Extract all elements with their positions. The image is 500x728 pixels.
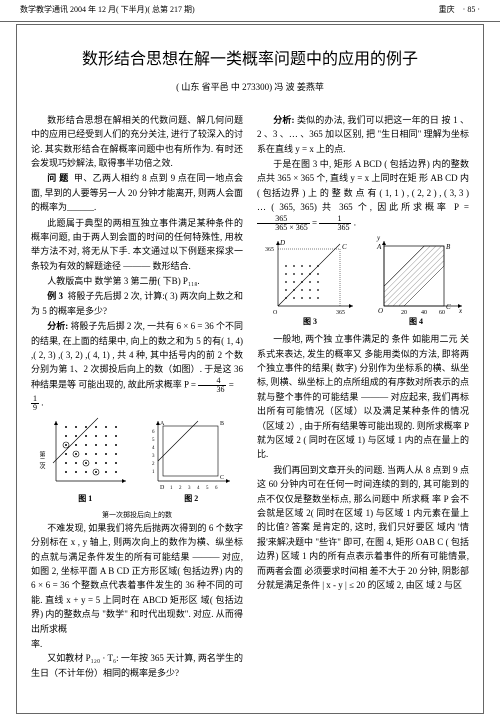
fig1-xlabel: 第一次掷投后向上的数 [31,510,243,521]
para-analysis1: 分析: 将骰子先后掷 2 次, 一共有 6 × 6 = 36 个不同的结果, 在… [31,319,243,394]
fraction-1-365: 1 365 [319,215,351,232]
svg-text:x: x [458,307,463,314]
svg-text:A: A [160,421,165,427]
svg-text:6: 6 [152,430,155,435]
fraction-365: 365 365 × 365 [257,215,310,232]
article-title: 数形结合思想在解一类概率问题中的应用的例子 [31,47,469,73]
svg-text:D: D [160,485,165,491]
figure-1: 第二次 图 1 [38,416,133,506]
fig3-svg: 365 365 C D O [263,236,358,314]
svg-text:O: O [273,310,278,314]
fig3-label: 图 3 [263,316,358,329]
para-c2-5: 一般地, 两个独 立事件满足的 条件 如能用二元 关系式来表达, 发生的概率又 … [257,332,469,462]
example-label: 例 3 [47,291,63,301]
svg-text:B: B [446,243,451,251]
svg-text:1: 1 [170,486,173,491]
svg-text:1: 1 [152,470,155,475]
content-frame: 数形结合思想在解一类概率问题中的应用的例子 ( 山东 省平邑 中 273300)… [16,24,484,714]
svg-text:第二次: 第二次 [38,450,45,470]
svg-text:C: C [342,243,347,251]
svg-text:20: 20 [401,310,407,314]
svg-text:3: 3 [188,486,191,491]
figure-3: 365 365 C D O 图 3 [263,236,358,329]
problem-label: 问 题 [47,173,68,183]
svg-text:6: 6 [215,486,218,491]
figure-2: A B C D 1 1 2 2 3 3 4 4 5 5 6 6 图 2 [146,416,236,506]
figures-1-2: 第二次 图 1 A B C [31,416,243,506]
svg-text:4: 4 [197,486,200,491]
para-c2-3: 分析: 类似的办法, 我们可以把这一年的日 按 1 、2 、3 、… 、365 … [257,113,469,156]
page-header: 数学教学通讯 2004 年 12 月( 下半月)( 总第 217 期) 重庆 ·… [0,0,500,22]
svg-text:5: 5 [206,486,209,491]
svg-text:C: C [446,303,451,311]
fig2-label: 图 2 [146,493,236,506]
svg-text:B: B [220,421,224,427]
header-right: 重庆 · 85 · [439,4,480,17]
para-4: 人教版高中 数学第 3 第二册( 下B) P₁₁₈. [31,274,243,288]
figure-4: O A B C x y 20 40 60 图 4 [369,236,464,329]
header-left: 数学教学通讯 2004 年 12 月( 下半月)( 总第 217 期) [20,4,195,17]
svg-text:3: 3 [152,454,155,459]
fig4-svg: O A B C x y 20 40 60 [369,236,464,314]
para-result-frac: 1 9 . [31,395,243,412]
svg-text:O: O [378,307,383,314]
para-c2-2: 又如教材 P₁₂₀ · T₆: 一年按 365 天计算, 两名学生的生日（不计年… [31,651,243,680]
fig1-label: 图 1 [38,493,133,506]
para-c2-1: 率. [31,637,243,651]
article-authors: ( 山东 省平邑 中 273300) 冯 波 姜燕苹 [31,80,469,94]
svg-text:365: 365 [336,310,345,314]
svg-text:365: 365 [265,247,274,253]
analysis-label-2: 分析: [273,115,294,125]
fraction-4-36: 4 36 [198,377,226,394]
fraction-1-9: 1 9 [31,395,39,412]
analysis-label: 分析: [47,321,68,331]
para-intro: 数形结合思想在解相关的代数问题、解几何问题中的应用已经受到人们的充分关注, 进行… [31,113,243,171]
svg-text:60: 60 [439,310,445,314]
two-column-body: 数形结合思想在解相关的代数问题、解几何问题中的应用已经受到人们的充分关注, 进行… [31,113,469,703]
para-7: 不难发现, 如果我们将先后抛两次得到的 6 个数字分别标在 x , y 轴上, … [31,521,243,636]
fig4-label: 图 4 [369,316,464,329]
para-problem: 问 题 甲、乙两人相约 8 点到 9 点在同一地点会面, 早到的人要等另一人 2… [31,171,243,214]
svg-text:2: 2 [152,462,155,467]
svg-text:A: A [376,243,382,251]
svg-text:40: 40 [421,310,427,314]
svg-text:C: C [220,475,224,481]
para-example3: 例 3 将骰子先后掷 2 次, 计算:( 3) 两次向上数之和为 5 的概率是多… [31,289,243,318]
para-c2-4: 于是在图 3 中, 矩形 A BCD ( 包括边界) 内的整数点共 365 × … [257,157,469,232]
fig2-svg: A B C D 1 1 2 2 3 3 4 4 5 5 6 6 [146,416,236,491]
fig1-svg: 第二次 [38,416,133,491]
para-3: 此题属于典型的两相互独立事件满足某种条件的概率问题, 由于两人到会面的时间的任何… [31,216,243,274]
svg-text:2: 2 [179,486,182,491]
figures-3-4: 365 365 C D O 图 3 [257,236,469,329]
svg-text:5: 5 [152,438,155,443]
svg-text:y: y [376,236,381,242]
para-c2-6: 我们再回到文章开头的问题. 当两人从 8 点到 9 点这 60 分钟内可在任何一… [257,463,469,593]
svg-text:D: D [279,239,285,247]
svg-text:4: 4 [152,446,155,451]
